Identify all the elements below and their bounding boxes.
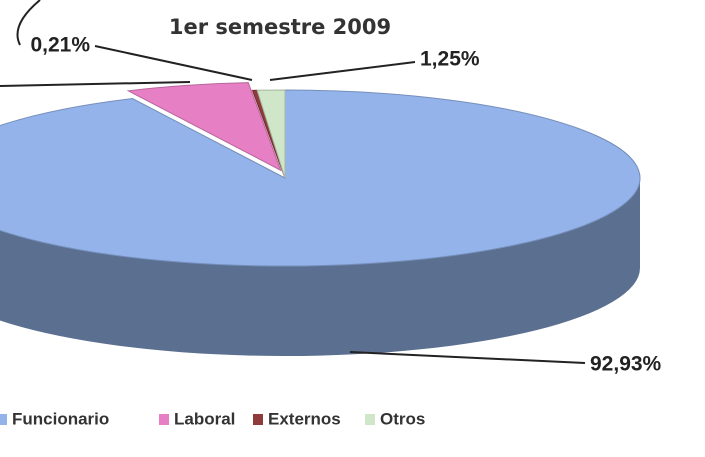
- data-label: 1,25%: [420, 48, 480, 71]
- legend-label: Funcionario: [12, 409, 109, 428]
- legend-swatch: [0, 414, 7, 425]
- leader-line: [269, 61, 416, 81]
- pie-slice: [0, 89, 641, 267]
- leader-line: [0, 81, 191, 87]
- leader-line: [349, 351, 586, 364]
- pie-slice: [126, 82, 282, 172]
- decoration: [16, 0, 41, 46]
- leader-line: [94, 45, 253, 81]
- pie-side: [0, 178, 640, 356]
- pie-slice: [256, 89, 286, 179]
- legend-swatch: [159, 414, 169, 425]
- pie: [0, 82, 641, 356]
- legend-label: Externos: [268, 409, 341, 428]
- chart-title: 1er semestre 2009: [169, 15, 391, 39]
- data-label: 0,21%: [30, 34, 90, 57]
- legend-swatch: [253, 414, 263, 425]
- legend-label: Laboral: [174, 409, 235, 428]
- legend-label: Otros: [380, 409, 425, 428]
- data-label: 92,93%: [590, 353, 662, 376]
- legend-swatch: [365, 414, 375, 425]
